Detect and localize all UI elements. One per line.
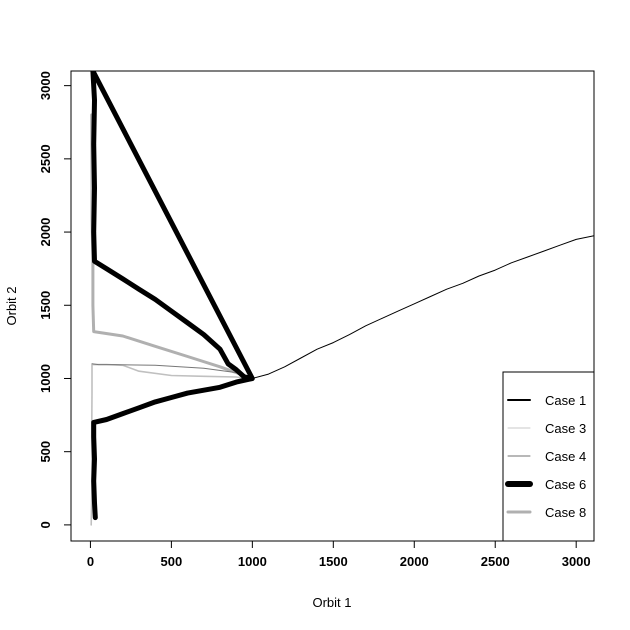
- x-tick-label: 1000: [238, 554, 267, 569]
- y-axis-title: Orbit 2: [4, 286, 19, 325]
- series-case-6: [90, 71, 255, 521]
- x-axis: 0 500 1000 1500 2000 2500 3000: [87, 540, 591, 569]
- legend-items: Case 1 Case 3 Case 4 Case 6 Case 8: [505, 393, 586, 520]
- series-layer: [90, 71, 594, 526]
- y-tick-label: 0: [38, 521, 53, 528]
- legend-label: Case 6: [545, 477, 586, 492]
- x-tick-label: 500: [161, 554, 183, 569]
- legend-label: Case 8: [545, 505, 586, 520]
- y-tick-label: 3000: [38, 71, 53, 100]
- x-axis-title: Orbit 1: [312, 595, 351, 610]
- legend: Case 1 Case 3 Case 4 Case 6 Case 8: [502, 371, 595, 542]
- series-case-1: [251, 235, 594, 379]
- y-tick-label: 500: [38, 441, 53, 463]
- legend-label: Case 4: [545, 449, 586, 464]
- x-tick-label: 0: [87, 554, 94, 569]
- x-tick-label: 2500: [481, 554, 510, 569]
- x-tick-label: 2000: [400, 554, 429, 569]
- y-tick-label: 2500: [38, 144, 53, 173]
- x-tick-label: 3000: [562, 554, 591, 569]
- y-tick-label: 1500: [38, 291, 53, 320]
- y-tick-label: 2000: [38, 218, 53, 247]
- y-tick-label: 1000: [38, 364, 53, 393]
- y-axis: 0 500 1000 1500 2000 2500 3000: [38, 71, 72, 529]
- legend-label: Case 3: [545, 421, 586, 436]
- x-tick-label: 1500: [319, 554, 348, 569]
- legend-label: Case 1: [545, 393, 586, 408]
